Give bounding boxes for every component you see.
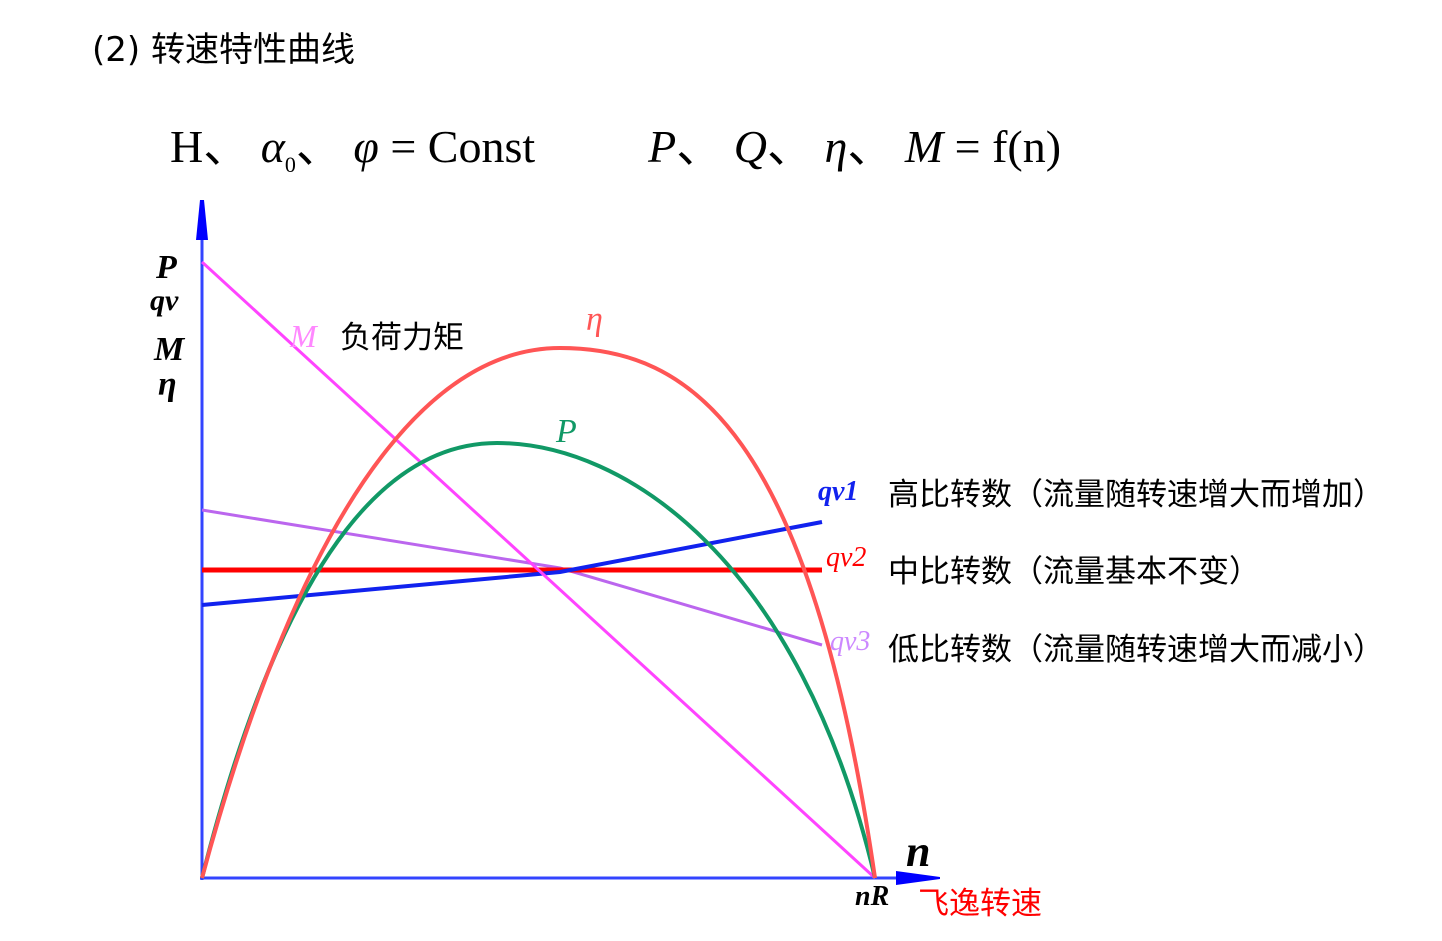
formula-fn: = f(n): [954, 121, 1062, 172]
formula-eta: η: [824, 121, 848, 172]
section-title: (2) 转速特性曲线: [92, 30, 355, 70]
note-m: 负荷力矩: [340, 320, 464, 356]
formula-m: M: [904, 121, 944, 172]
sep: 、: [676, 121, 723, 172]
y-label-p: P: [155, 249, 177, 286]
x-axis-arrow: [896, 871, 940, 885]
label-m: M: [289, 318, 319, 354]
curve-m: [200, 260, 877, 880]
label-qv2: qv2: [826, 542, 866, 573]
curve-eta: [200, 345, 877, 879]
x-label-n: n: [906, 827, 930, 876]
formula-alpha-sub: 0: [284, 152, 296, 178]
sep: 、: [203, 121, 250, 172]
y-label-m: M: [153, 331, 186, 368]
formula: H、 α0、 φ = Const P、 Q、 η、 M = f(n): [170, 110, 1061, 178]
sep: 、: [847, 121, 894, 172]
formula-h: H: [170, 121, 204, 172]
label-eta: η: [586, 301, 603, 338]
formula-phi: φ: [353, 121, 379, 172]
y-axis-arrow: [196, 200, 208, 240]
y-label-eta: η: [158, 366, 177, 403]
formula-alpha: α: [260, 121, 285, 172]
y-label-qv: qv: [150, 284, 179, 317]
formula-p: P: [648, 121, 677, 172]
label-p: P: [555, 413, 577, 450]
formula-q: Q: [733, 121, 767, 172]
formula-const: = Const: [390, 121, 536, 172]
x-label-nr: nR: [855, 881, 889, 912]
sep: 、: [295, 121, 342, 172]
note-qv1: 高比转数（流量随转速增大而增加）: [888, 477, 1384, 513]
curve-p: [200, 440, 877, 879]
curve-qv1: [201, 520, 823, 607]
label-qv1: qv1: [818, 476, 858, 507]
label-qv3: qv3: [830, 626, 870, 657]
runaway-speed-label: 飞逸转速: [918, 886, 1042, 922]
note-qv2: 中比转数（流量基本不变）: [888, 554, 1260, 590]
sep: 、: [767, 121, 813, 172]
note-qv3: 低比转数（流量随转速增大而减小）: [888, 632, 1384, 668]
